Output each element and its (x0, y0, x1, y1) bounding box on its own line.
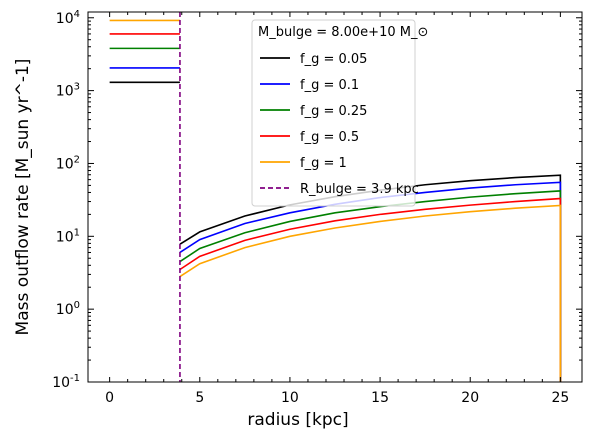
y-tick-label: 101 (56, 227, 80, 245)
legend-entry-5: R_bulge = 3.9 kpc (300, 182, 419, 197)
x-axis-label: radius [kpc] (247, 410, 348, 430)
y-tick-label: 10-1 (52, 373, 80, 391)
axis-ticks: 0 5 10 15 20 25 10-1 100 101 102 103 104 (52, 9, 582, 406)
series-outer-line-2 (179, 190, 562, 382)
series-outer-line-4 (179, 204, 562, 382)
y-tick-label: 104 (56, 9, 80, 27)
legend-title: M_bulge = 8.00e+10 M_⊙ (258, 25, 428, 40)
y-axis-label: Mass outflow rate [M_sun yr^-1] (13, 59, 33, 336)
legend-entry-2: f_g = 0.25 (300, 104, 367, 119)
legend-entry-1: f_g = 0.1 (300, 78, 359, 93)
legend: M_bulge = 8.00e+10 M_⊙ f_g = 0.05 f_g = 0… (251, 19, 428, 207)
x-tick-label: 5 (195, 390, 204, 406)
plot-frame (87, 11, 583, 383)
y-tick-label: 100 (56, 300, 80, 318)
legend-entry-3: f_g = 0.5 (300, 130, 359, 145)
legend-box (251, 19, 416, 207)
x-tick-label: 10 (281, 390, 299, 406)
series-outer-line-1 (179, 181, 562, 382)
x-tick-label: 15 (371, 390, 389, 406)
x-tick-label: 0 (105, 390, 114, 406)
x-tick-label: 25 (551, 390, 569, 406)
legend-entry-4: f_g = 1 (300, 156, 347, 171)
y-tick-label: 103 (56, 82, 80, 100)
plot-data-layer (109, 12, 562, 382)
y-tick-label: 102 (56, 154, 80, 172)
x-tick-label: 20 (461, 390, 479, 406)
series-outer-line-3 (179, 197, 562, 382)
legend-entry-0: f_g = 0.05 (300, 52, 367, 67)
